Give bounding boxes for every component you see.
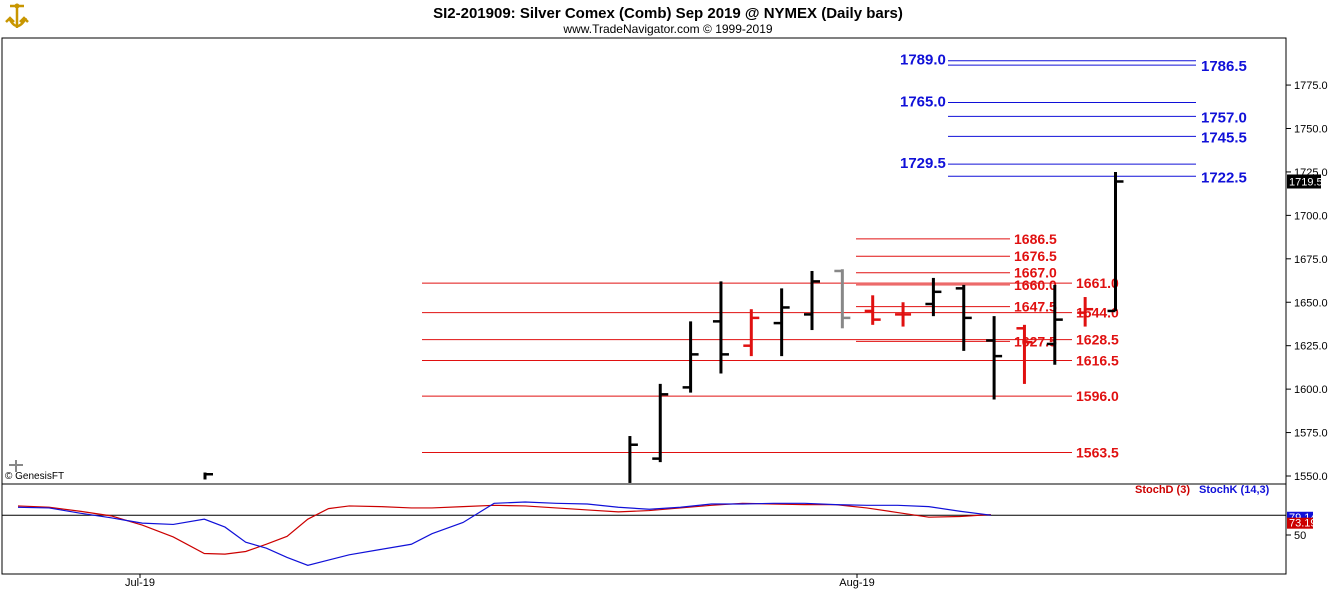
ohlc-bar — [773, 288, 790, 357]
level-label-red: 1667.0 — [1014, 265, 1057, 281]
price-tick-label: 1700.0 — [1294, 210, 1328, 222]
stoch-k-value-tag — [1287, 511, 1313, 522]
price-tick-label: 1750.0 — [1294, 124, 1328, 136]
stoch-k-line — [17, 501, 991, 566]
level-label-blue: 1729.5 — [900, 155, 946, 172]
ohlc-bar — [925, 277, 942, 317]
ohlc-bar — [834, 269, 851, 329]
trade-navigator-logo-icon — [5, 3, 29, 28]
price-tick-label: 1575.0 — [1294, 428, 1328, 440]
price-tick-label: 1650.0 — [1294, 297, 1328, 309]
level-label-red: 1686.5 — [1014, 231, 1057, 247]
chart-subtitle: www.TradeNavigator.com © 1999-2019 — [562, 22, 772, 36]
ohlc-bar — [203, 472, 213, 480]
ohlc-bar — [652, 383, 669, 463]
ohlc-bar — [682, 321, 699, 393]
watermark: © GenesisFT — [5, 471, 64, 482]
stoch-d-line — [17, 502, 991, 555]
legend-stoch-k: StochK (14,3) — [1199, 484, 1270, 496]
time-axis: Jul-19 Aug-19 — [125, 574, 875, 589]
price-tick-label: 1600.0 — [1294, 384, 1328, 396]
level-label-red: 1563.5 — [1076, 445, 1119, 461]
last-price-label: 1719.5 — [1289, 176, 1323, 188]
price-tick-label: 1675.0 — [1294, 254, 1328, 266]
level-label-blue: 1765.0 — [900, 93, 946, 110]
price-bars — [203, 171, 1124, 483]
level-label-red: 1627.5 — [1014, 333, 1057, 349]
ohlc-bar — [804, 270, 820, 331]
level-label-blue: 1789.0 — [900, 52, 946, 69]
price-levels: 1789.0 1786.5 1765.0 1757.0 1745.5 1729.5 1722… — [422, 52, 1247, 461]
level-label-blue: 1757.0 — [1201, 109, 1247, 126]
price-tick-label: 1625.0 — [1294, 341, 1328, 353]
crosshair-icon — [9, 460, 23, 472]
level-label-blue: 1745.5 — [1201, 129, 1247, 146]
time-tick-label: Jul-19 — [125, 577, 155, 589]
ohlc-bar — [712, 281, 729, 374]
ohlc-bar — [1016, 324, 1033, 384]
stoch-d-value-tag — [1287, 517, 1313, 529]
ohlc-bar — [1077, 297, 1094, 327]
chart-title: SI2-201909: Silver Comex (Comb) Sep 2019… — [433, 5, 903, 22]
level-label-blue: 1722.5 — [1201, 169, 1247, 186]
price-tick-label: 1775.0 — [1294, 80, 1328, 92]
level-label-red: 1596.0 — [1076, 388, 1119, 404]
stochastic-panel: 5079.1473.19 — [2, 501, 1317, 566]
ohlc-bar — [1107, 171, 1124, 313]
ohlc-bar — [1046, 284, 1063, 365]
price-tick-label: 1550.0 — [1294, 471, 1328, 483]
level-label-red: 1661.0 — [1076, 275, 1119, 291]
ohlc-bar — [986, 316, 1003, 400]
ohlc-bar — [895, 302, 912, 327]
ohlc-bar — [628, 436, 638, 483]
price-axis: 1550.0 1575.0 1600.0 1625.0 1650.0 1675.0 1700… — [1286, 80, 1328, 483]
level-label-red: 1616.5 — [1076, 352, 1119, 368]
last-price-tag — [1287, 174, 1321, 189]
level-label-red: 1647.5 — [1014, 299, 1057, 315]
ohlc-bar — [955, 284, 972, 351]
stoch-tick-label: 50 — [1294, 530, 1306, 542]
level-label-red: 1628.5 — [1076, 332, 1119, 348]
stoch-d-value-label: 73.19 — [1289, 518, 1317, 530]
chart-frame — [1, 37, 1287, 575]
level-label-red: 1676.5 — [1014, 248, 1057, 264]
time-tick-label: Aug-19 — [839, 577, 874, 589]
legend-stoch-d: StochD (3) — [1135, 484, 1190, 496]
ohlc-bar — [743, 309, 760, 357]
ohlc-bar — [864, 295, 881, 325]
level-label-red: 1660.0 — [1014, 277, 1057, 293]
level-label-blue: 1786.5 — [1201, 58, 1247, 75]
